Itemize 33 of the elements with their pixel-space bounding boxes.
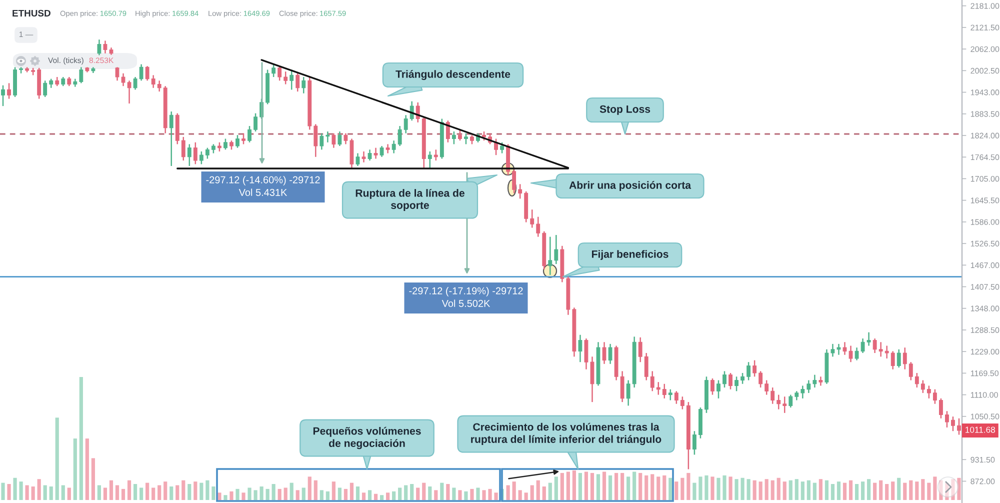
y-tick-label: 1050.50 xyxy=(970,414,1000,420)
annotation: Triángulo descendente xyxy=(396,70,510,80)
annotation: Abrir una posición corta xyxy=(569,181,692,191)
annotation: Pequeños volúmenes de negociación xyxy=(313,426,421,450)
y-tick-label: 1407.50 xyxy=(970,284,1000,290)
y-tick-label: 1110.00 xyxy=(970,392,998,398)
annotation: Crecimiento de los volúmenes tras la ruptura del límite inferior del triángulo xyxy=(471,422,662,446)
annotation: Ruptura de la línea de soporte xyxy=(356,188,464,212)
y-tick-label: 1943.00 xyxy=(970,90,1000,96)
y-tick-label: 2062.00 xyxy=(970,46,1000,52)
y-tick-label: 1586.00 xyxy=(970,219,1000,225)
ref-line-label: Stop Loss xyxy=(600,105,650,115)
text: ETHUSD xyxy=(12,10,50,17)
y-tick-label: 1229.00 xyxy=(970,348,1000,355)
y-tick-label: 1526.50 xyxy=(970,240,1000,247)
y-tick-label: 1645.50 xyxy=(970,198,1000,204)
annotation: -297.12 (-14.60%) -29712 Vol 5.431K xyxy=(206,176,320,196)
y-tick-label: 1705.00 xyxy=(970,176,1000,182)
y-tick-label: 1288.50 xyxy=(970,327,1000,333)
y-tick-label: 1467.00 xyxy=(970,262,1000,268)
y-tick-label: 2181.00 xyxy=(970,3,1000,9)
y-tick-label: 1824.00 xyxy=(970,132,1000,138)
y-tick-label: 2121.50 xyxy=(970,24,1000,30)
y-tick-label: 931.50 xyxy=(970,456,995,463)
annotation: -297.12 (-17.19%) -29712 Vol 5.502K xyxy=(409,287,523,307)
y-tick-label: 1169.50 xyxy=(970,370,999,376)
y-tick-label: 872.00 xyxy=(970,478,995,484)
y-tick-label: 1764.50 xyxy=(970,154,1000,160)
ref-line-label: Fijar beneficios xyxy=(592,250,668,260)
y-tick-label: 1348.00 xyxy=(970,306,1000,312)
y-tick-label: 2002.50 xyxy=(970,68,1000,74)
annotation: 1011.68 xyxy=(966,426,996,433)
y-tick-label: 1883.50 xyxy=(970,111,1000,117)
